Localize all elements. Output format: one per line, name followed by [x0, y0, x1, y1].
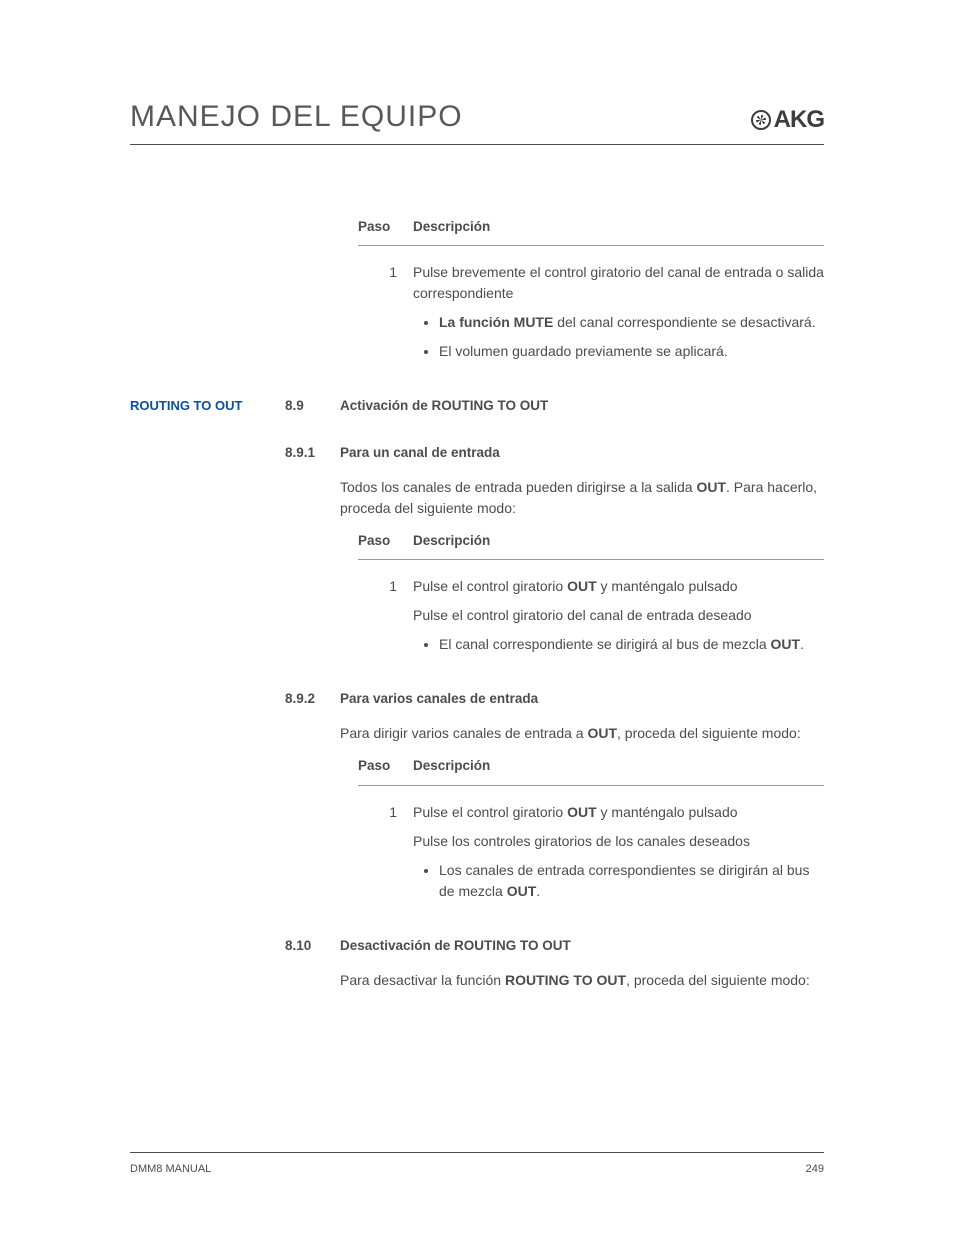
- margin-empty: [130, 443, 285, 463]
- secnum-empty: [285, 463, 340, 663]
- text-span: Para desactivar la función: [340, 972, 505, 988]
- section-number: 8.9.2: [285, 689, 340, 709]
- margin-empty: [130, 709, 285, 909]
- table-header: Paso Descripción: [358, 217, 824, 246]
- table-row: 1 Pulse el control giratorio OUT y manté…: [358, 560, 824, 663]
- text-span: Todos los canales de entrada pueden diri…: [340, 479, 696, 495]
- bold-text: OUT: [696, 479, 726, 495]
- text-span: Pulse el control giratorio: [413, 804, 567, 820]
- margin-empty: [130, 205, 285, 370]
- col-paso: Paso: [358, 756, 413, 776]
- text-span: , proceda del siguiente modo:: [626, 972, 810, 988]
- text-span: .: [800, 636, 804, 652]
- text-span: , proceda del siguiente modo:: [617, 725, 801, 741]
- text-span: .: [536, 883, 540, 899]
- page-header: MANEJO DEL EQUIPO AKG: [130, 100, 824, 145]
- bold-text: La función MUTE: [439, 314, 553, 330]
- margin-empty: [130, 956, 285, 991]
- margin-empty: [130, 936, 285, 956]
- bullet-item: El canal correspondiente se dirigirá al …: [439, 634, 824, 655]
- step-text: Pulse el control giratorio OUT y manténg…: [413, 802, 824, 823]
- content-grid: Paso Descripción 1 Pulse brevemente el c…: [130, 205, 824, 991]
- margin-empty: [130, 463, 285, 663]
- col-paso: Paso: [358, 217, 413, 237]
- step-text: Pulse el control giratorio del canal de …: [413, 605, 824, 626]
- col-paso: Paso: [358, 531, 413, 551]
- footer-left: DMM8 MANUAL: [130, 1163, 211, 1175]
- bold-text: ROUTING TO OUT: [505, 972, 626, 988]
- secnum-empty: [285, 956, 340, 991]
- section-number: 8.9.1: [285, 443, 340, 463]
- section-title: Desactivación de ROUTING TO OUT: [340, 936, 824, 956]
- table-header: Paso Descripción: [358, 531, 824, 560]
- step-number: 1: [358, 262, 413, 370]
- footer-page-number: 249: [806, 1163, 824, 1175]
- bold-text: OUT: [771, 636, 801, 652]
- step-number: 1: [358, 802, 413, 910]
- col-descripcion: Descripción: [413, 531, 824, 551]
- step-table-0: Paso Descripción 1 Pulse brevemente el c…: [340, 205, 824, 370]
- bold-text: OUT: [567, 578, 597, 594]
- bold-text: OUT: [507, 883, 537, 899]
- intro-paragraph: Todos los canales de entrada pueden diri…: [340, 463, 824, 663]
- margin-label-routing: ROUTING TO OUT: [130, 396, 285, 416]
- secnum-empty: [285, 205, 340, 370]
- step-description: Pulse brevemente el control giratorio de…: [413, 262, 824, 370]
- section-title: Para un canal de entrada: [340, 443, 824, 463]
- page-title: MANEJO DEL EQUIPO: [130, 100, 463, 134]
- text-span: Para dirigir varios canales de entrada a: [340, 725, 587, 741]
- step-description: Pulse el control giratorio OUT y manténg…: [413, 576, 824, 663]
- bold-text: OUT: [567, 804, 597, 820]
- section-title: Para varios canales de entrada: [340, 689, 824, 709]
- bullet-item: Los canales de entrada correspondientes …: [439, 860, 824, 902]
- margin-empty: [130, 689, 285, 709]
- table-row: 1 Pulse brevemente el control giratorio …: [358, 246, 824, 370]
- bullet-item: La función MUTE del canal correspondient…: [439, 312, 824, 333]
- text-span: del canal correspondiente se desactivará…: [553, 314, 815, 330]
- page-footer: DMM8 MANUAL 249: [130, 1152, 824, 1175]
- text-span: y manténgalo pulsado: [597, 578, 738, 594]
- brand-badge-icon: [751, 110, 771, 130]
- section-number: 8.10: [285, 936, 340, 956]
- brand-text: AKG: [774, 106, 824, 134]
- table-header: Paso Descripción: [358, 756, 824, 785]
- section-title: Activación de ROUTING TO OUT: [340, 396, 824, 416]
- intro-paragraph: Para dirigir varios canales de entrada a…: [340, 709, 824, 909]
- intro-paragraph: Para desactivar la función ROUTING TO OU…: [340, 956, 824, 991]
- bold-text: OUT: [587, 725, 617, 741]
- col-descripcion: Descripción: [413, 217, 824, 237]
- table-row: 1 Pulse el control giratorio OUT y manté…: [358, 786, 824, 910]
- section-number: 8.9: [285, 396, 340, 416]
- secnum-empty: [285, 709, 340, 909]
- text-span: El canal correspondiente se dirigirá al …: [439, 636, 771, 652]
- text-span: Los canales de entrada correspondientes …: [439, 862, 809, 899]
- text-span: Pulse el control giratorio: [413, 578, 567, 594]
- text-span: y manténgalo pulsado: [597, 804, 738, 820]
- bullet-item: El volumen guardado previamente se aplic…: [439, 341, 824, 362]
- step-text: Pulse los controles giratorios de los ca…: [413, 831, 824, 852]
- step-number: 1: [358, 576, 413, 663]
- brand-logo: AKG: [751, 106, 824, 134]
- step-description: Pulse el control giratorio OUT y manténg…: [413, 802, 824, 910]
- step-text: Pulse brevemente el control giratorio de…: [413, 262, 824, 304]
- step-text: Pulse el control giratorio OUT y manténg…: [413, 576, 824, 597]
- col-descripcion: Descripción: [413, 756, 824, 776]
